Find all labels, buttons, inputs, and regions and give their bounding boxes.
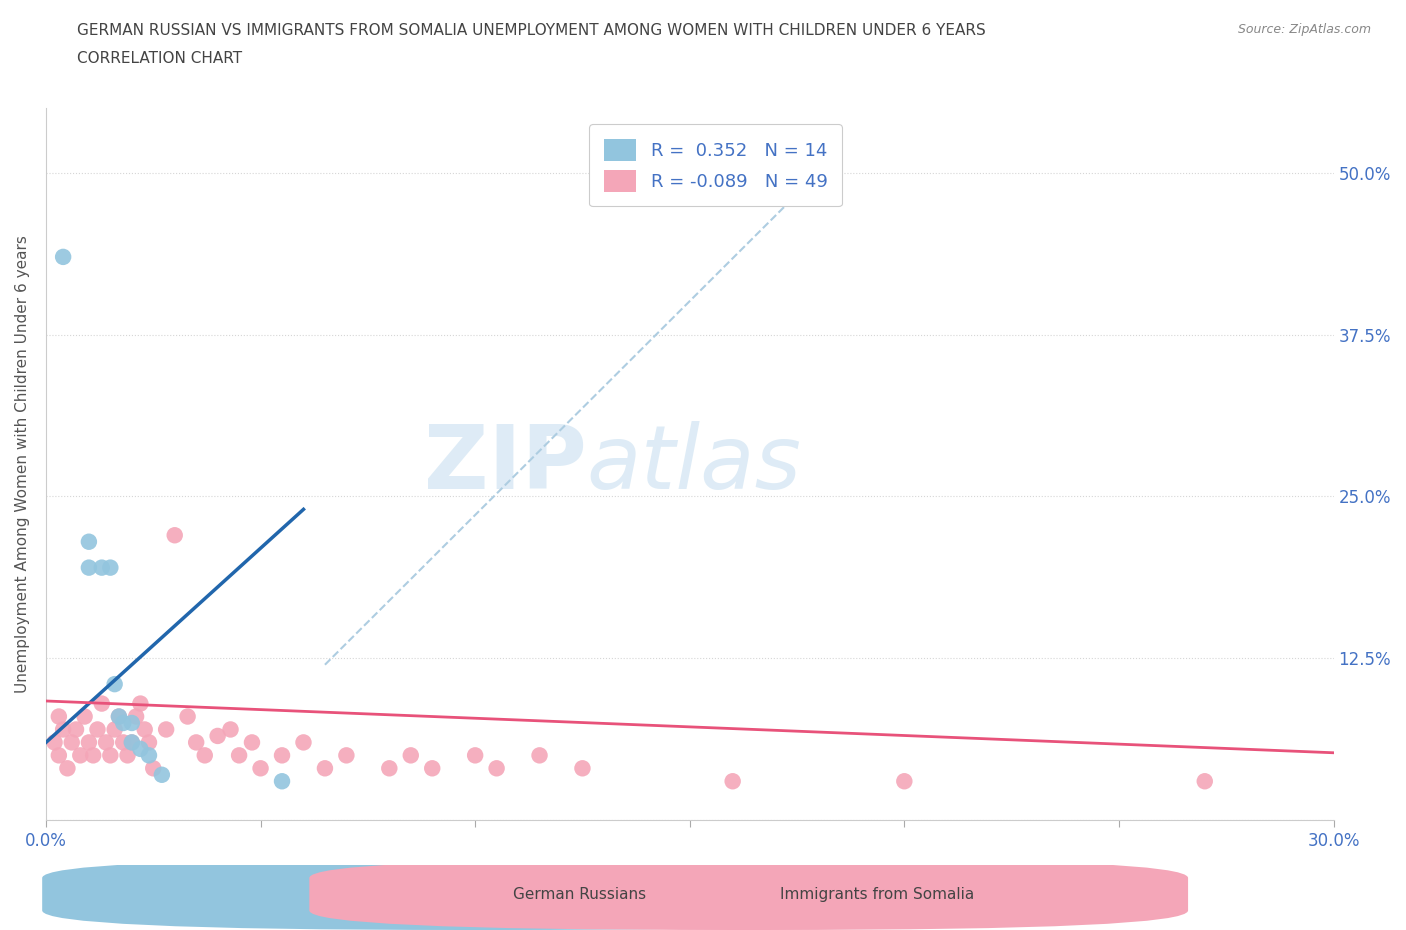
- Text: Source: ZipAtlas.com: Source: ZipAtlas.com: [1237, 23, 1371, 36]
- Point: [121, 735, 143, 750]
- Point: [56, 761, 79, 776]
- Point: [240, 735, 263, 750]
- Point: [52, 249, 75, 264]
- Point: [112, 715, 135, 730]
- Text: atlas: atlas: [586, 421, 801, 507]
- Point: [464, 748, 486, 763]
- Point: [52, 722, 75, 737]
- Point: [399, 748, 422, 763]
- Point: [108, 709, 131, 724]
- Point: [155, 722, 177, 737]
- Point: [150, 767, 173, 782]
- Point: [207, 728, 229, 743]
- Point: [60, 735, 83, 750]
- Point: [228, 748, 250, 763]
- Point: [194, 748, 217, 763]
- Text: CORRELATION CHART: CORRELATION CHART: [77, 51, 242, 66]
- Point: [721, 774, 744, 789]
- Point: [271, 748, 294, 763]
- Point: [82, 748, 104, 763]
- Point: [420, 761, 443, 776]
- Point: [90, 697, 112, 711]
- FancyBboxPatch shape: [42, 858, 921, 930]
- Point: [73, 709, 96, 724]
- Point: [1194, 774, 1216, 789]
- Point: [65, 722, 87, 737]
- Point: [108, 709, 131, 724]
- Point: [249, 761, 271, 776]
- Point: [485, 761, 508, 776]
- Point: [112, 735, 135, 750]
- Point: [117, 748, 139, 763]
- Point: [77, 735, 100, 750]
- Point: [142, 761, 165, 776]
- Point: [378, 761, 401, 776]
- Text: German Russians: German Russians: [513, 886, 647, 902]
- Point: [571, 761, 593, 776]
- Point: [48, 748, 70, 763]
- Point: [134, 722, 156, 737]
- Point: [271, 774, 294, 789]
- Point: [98, 748, 121, 763]
- Point: [314, 761, 336, 776]
- Text: GERMAN RUSSIAN VS IMMIGRANTS FROM SOMALIA UNEMPLOYMENT AMONG WOMEN WITH CHILDREN: GERMAN RUSSIAN VS IMMIGRANTS FROM SOMALI…: [77, 23, 986, 38]
- Point: [48, 709, 70, 724]
- Point: [219, 722, 242, 737]
- Point: [138, 748, 160, 763]
- Point: [98, 560, 121, 575]
- Point: [186, 735, 208, 750]
- Point: [77, 535, 100, 550]
- Point: [121, 715, 143, 730]
- Point: [335, 748, 357, 763]
- Point: [176, 709, 198, 724]
- Point: [163, 528, 186, 543]
- Point: [86, 722, 108, 737]
- Point: [138, 735, 160, 750]
- Point: [94, 735, 117, 750]
- FancyBboxPatch shape: [309, 858, 1188, 930]
- Text: Immigrants from Somalia: Immigrants from Somalia: [780, 886, 974, 902]
- Point: [893, 774, 915, 789]
- Point: [90, 560, 112, 575]
- Point: [77, 560, 100, 575]
- Point: [292, 735, 315, 750]
- Point: [104, 722, 127, 737]
- Legend: R =  0.352   N = 14, R = -0.089   N = 49: R = 0.352 N = 14, R = -0.089 N = 49: [589, 124, 842, 206]
- Point: [129, 697, 152, 711]
- Point: [125, 709, 148, 724]
- Point: [129, 741, 152, 756]
- Point: [44, 735, 66, 750]
- Point: [529, 748, 551, 763]
- Point: [104, 677, 127, 692]
- Y-axis label: Unemployment Among Women with Children Under 6 years: Unemployment Among Women with Children U…: [15, 235, 30, 693]
- Point: [69, 748, 91, 763]
- Text: ZIP: ZIP: [425, 420, 586, 508]
- Point: [121, 735, 143, 750]
